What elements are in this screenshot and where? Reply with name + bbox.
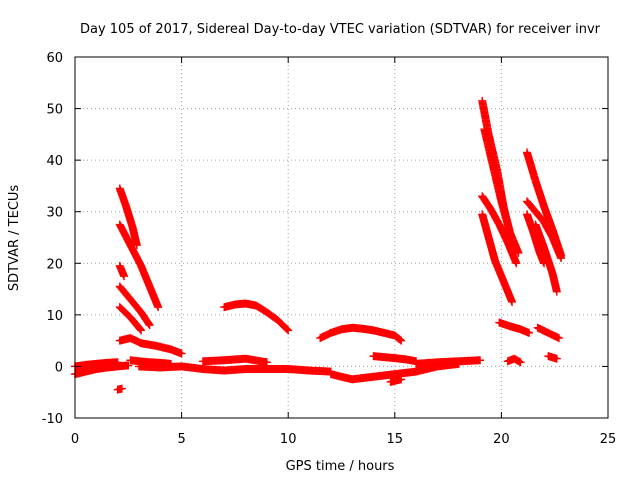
data-arc [544,352,561,363]
series-arc-17 [386,375,406,386]
series-arc-22 [478,210,517,306]
series-arc-1 [115,184,141,250]
series-arc-26 [522,197,566,263]
x-tick-label: 0 [71,432,79,447]
data-arc [480,125,523,257]
y-tick-label: 60 [46,51,63,66]
series-arc-11 [134,362,335,376]
data-arc [386,375,406,386]
y-tick-label: 30 [46,206,63,221]
series-arc-29 [533,323,563,343]
data-arc [533,323,563,343]
data-arc [531,220,561,296]
series-arc-18 [412,356,485,368]
data-arc [198,354,271,367]
data-arc [115,334,186,358]
x-tick-label: 15 [387,432,404,447]
data-arc [522,210,549,268]
data-arc [134,362,335,376]
series-arc-3 [115,261,129,281]
data-arc [220,299,293,335]
series-arc-14 [316,323,406,345]
y-tick-label: 0 [55,360,63,375]
data-arc [113,384,126,394]
data-arc [115,261,129,281]
series-arc-4 [115,282,154,330]
data-marks [71,96,566,394]
series-arc-23 [495,318,534,337]
x-tick-label: 25 [600,432,617,447]
series-arc-24 [503,354,525,367]
y-tick-label: 20 [46,257,63,272]
x-tick-label: 10 [280,432,297,447]
data-arc [478,210,517,306]
y-axis-label: SDTVAR / TECUs [7,185,22,292]
series-arc-13 [220,299,293,335]
data-arc [115,220,163,312]
data-arc [478,192,521,268]
series-arc-5 [115,303,146,335]
data-arc [495,318,534,337]
data-arc [412,356,485,368]
data-arc [115,184,141,250]
x-tick-label: 5 [177,432,185,447]
x-tick-label: 20 [493,432,510,447]
y-tick-label: 40 [46,154,63,169]
data-arc [369,352,421,366]
series-arc-20 [480,125,523,257]
data-arc [115,282,154,330]
y-tick-label: 10 [46,309,63,324]
y-tick-label: -10 [42,412,63,427]
y-tick-label: 50 [46,103,63,118]
series-arc-28 [531,220,561,296]
series-arc-8 [113,384,126,394]
data-arc [522,197,566,263]
data-arc [503,354,525,367]
series-arc-27 [522,210,549,268]
x-axis-label: GPS time / hours [286,459,395,474]
series-arc-16 [369,352,421,366]
axis-ticks: 0 5 10 15 20 25 -10 0 10 20 30 40 50 60 [42,51,617,447]
data-arc [316,323,406,345]
chart-title: Day 105 of 2017, Sidereal Day-to-day VTE… [80,22,601,37]
series-arc-21 [478,192,521,268]
series-arc-2 [115,220,163,312]
plot-frame [74,56,609,419]
data-arc [115,303,146,335]
series-arc-6 [115,334,186,358]
series-arc-12 [198,354,271,367]
series-arc-30 [544,352,561,363]
